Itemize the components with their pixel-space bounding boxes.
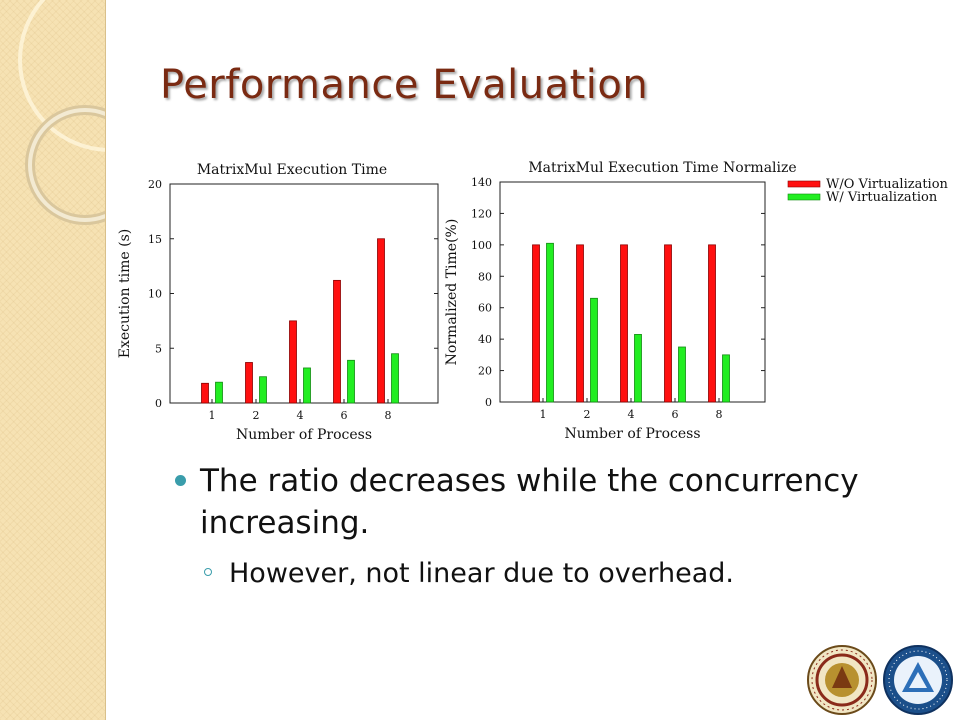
- x-tick-label: 4: [297, 409, 304, 422]
- bar-wo-virtualization: [289, 320, 297, 404]
- x-axis-label: Number of Process: [236, 427, 372, 443]
- sub-bullet-text: However, not linear due to overhead.: [229, 558, 734, 589]
- institute-logo: [883, 645, 953, 715]
- bar-w-virtualization: [722, 354, 730, 403]
- chart-title: MatrixMul Execution Time Normalize: [528, 160, 796, 176]
- bar-wo-virtualization: [576, 244, 584, 403]
- bullet-dot-icon: [175, 475, 186, 486]
- y-tick-label: 60: [478, 302, 492, 315]
- y-tick-label: 0: [485, 396, 492, 409]
- bar-wo-virtualization: [664, 244, 672, 403]
- x-tick-label: 8: [716, 408, 723, 421]
- legend-swatch: [787, 193, 821, 201]
- bullet-text: The ratio decreases while the concurrenc…: [200, 463, 859, 541]
- bar-w-virtualization: [215, 381, 223, 404]
- bar-w-virtualization: [634, 334, 642, 403]
- university-seal-logo: [807, 645, 877, 715]
- y-tick-label: 0: [155, 397, 162, 410]
- decorative-rings: [18, 0, 105, 225]
- legend-label: W/ Virtualization: [826, 190, 938, 205]
- y-axis-label: Normalized Time(%): [444, 219, 460, 366]
- y-tick-label: 140: [471, 176, 492, 189]
- bar-wo-virtualization: [708, 244, 716, 403]
- x-tick-label: 4: [628, 408, 635, 421]
- decorative-side-strip: [0, 0, 106, 720]
- sub-bullet-ring-icon: [204, 568, 212, 576]
- normalized-time-chart: MatrixMul Execution Time Normalize 0 20 40 6…: [444, 160, 949, 442]
- sub-bullet-item: However, not linear due to overhead.: [175, 556, 895, 592]
- x-tick-label: 1: [209, 409, 216, 422]
- y-tick-label: 80: [478, 270, 492, 283]
- y-tick-label: 15: [148, 233, 162, 246]
- x-tick-label: 1: [540, 408, 547, 421]
- x-tick-label: 2: [253, 409, 260, 422]
- bar-wo-virtualization: [245, 362, 253, 404]
- plot-frame: [499, 181, 766, 403]
- x-tick-label: 6: [672, 408, 679, 421]
- legend-label: W/O Virtualization: [826, 177, 949, 192]
- bar-wo-virtualization: [201, 382, 209, 404]
- y-tick-label: 100: [471, 239, 492, 252]
- bar-wo-virtualization: [532, 244, 540, 403]
- bar-w-virtualization: [259, 376, 267, 404]
- x-tick-label: 6: [341, 409, 348, 422]
- y-axis-label: Execution time (s): [117, 229, 133, 358]
- bar-wo-virtualization: [333, 279, 341, 404]
- y-tick-label: 20: [148, 178, 162, 191]
- slide-title: Performance Evaluation: [160, 62, 649, 108]
- x-axis-label: Number of Process: [564, 426, 700, 442]
- y-tick-label: 5: [155, 342, 162, 355]
- bullet-list: The ratio decreases while the concurrenc…: [175, 460, 895, 592]
- bar-w-virtualization: [546, 242, 554, 403]
- bar-w-virtualization: [347, 359, 355, 404]
- legend-swatch: [787, 180, 821, 188]
- x-tick-label: 2: [584, 408, 591, 421]
- y-tick-label: 120: [471, 207, 492, 220]
- bar-w-virtualization: [678, 346, 686, 403]
- y-tick-label: 40: [478, 333, 492, 346]
- bar-w-virtualization: [590, 297, 598, 403]
- x-tick-label: 8: [385, 409, 392, 422]
- y-tick-label: 10: [148, 288, 162, 301]
- bar-w-virtualization: [303, 367, 311, 404]
- y-tick-label: 20: [478, 365, 492, 378]
- bullet-item: The ratio decreases while the concurrenc…: [175, 460, 895, 544]
- bar-wo-virtualization: [620, 244, 628, 403]
- execution-time-chart: MatrixMul Execution Time 0 5 10 15 20 Executio…: [117, 162, 439, 443]
- chart-title: MatrixMul Execution Time: [197, 162, 387, 178]
- bar-w-virtualization: [391, 353, 399, 404]
- bar-wo-virtualization: [377, 238, 385, 404]
